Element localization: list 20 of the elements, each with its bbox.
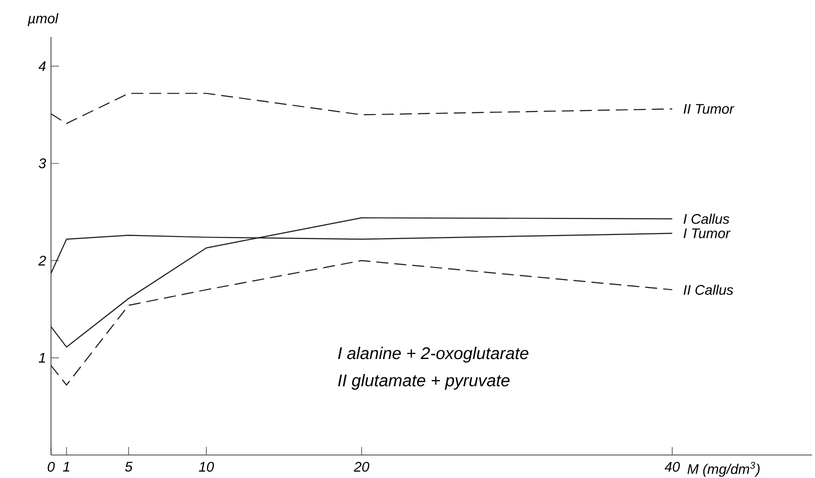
line-series	[50, 217, 673, 348]
annotation: I alanine + 2-oxoglutarate	[338, 346, 528, 363]
line-series	[50, 92, 673, 124]
y-tick-label: 4	[38, 61, 46, 71]
series-label: II Callus	[684, 284, 734, 295]
y-axis-title: µmol	[28, 13, 58, 26]
x-tick-label: 0	[48, 462, 55, 472]
x-tick-label: 20	[354, 462, 370, 472]
series-label: I Tumor	[684, 228, 731, 238]
x-axis-title: M (mg/dm$^{3}$)	[688, 462, 760, 477]
series-label: II Tumor	[684, 104, 734, 114]
x-tick-label: 40	[664, 462, 680, 472]
y-tick-label: 2	[38, 256, 46, 266]
x-tick-label: 10	[198, 462, 214, 472]
y-tick-label: 1	[38, 352, 45, 363]
x-tick-label: 5	[125, 462, 133, 472]
series-label: I Callus	[684, 214, 730, 224]
annotation: II glutamate + pyruvate	[338, 374, 510, 390]
y-tick-label: 3	[38, 158, 46, 168]
x-tick-label: 1	[63, 462, 70, 472]
